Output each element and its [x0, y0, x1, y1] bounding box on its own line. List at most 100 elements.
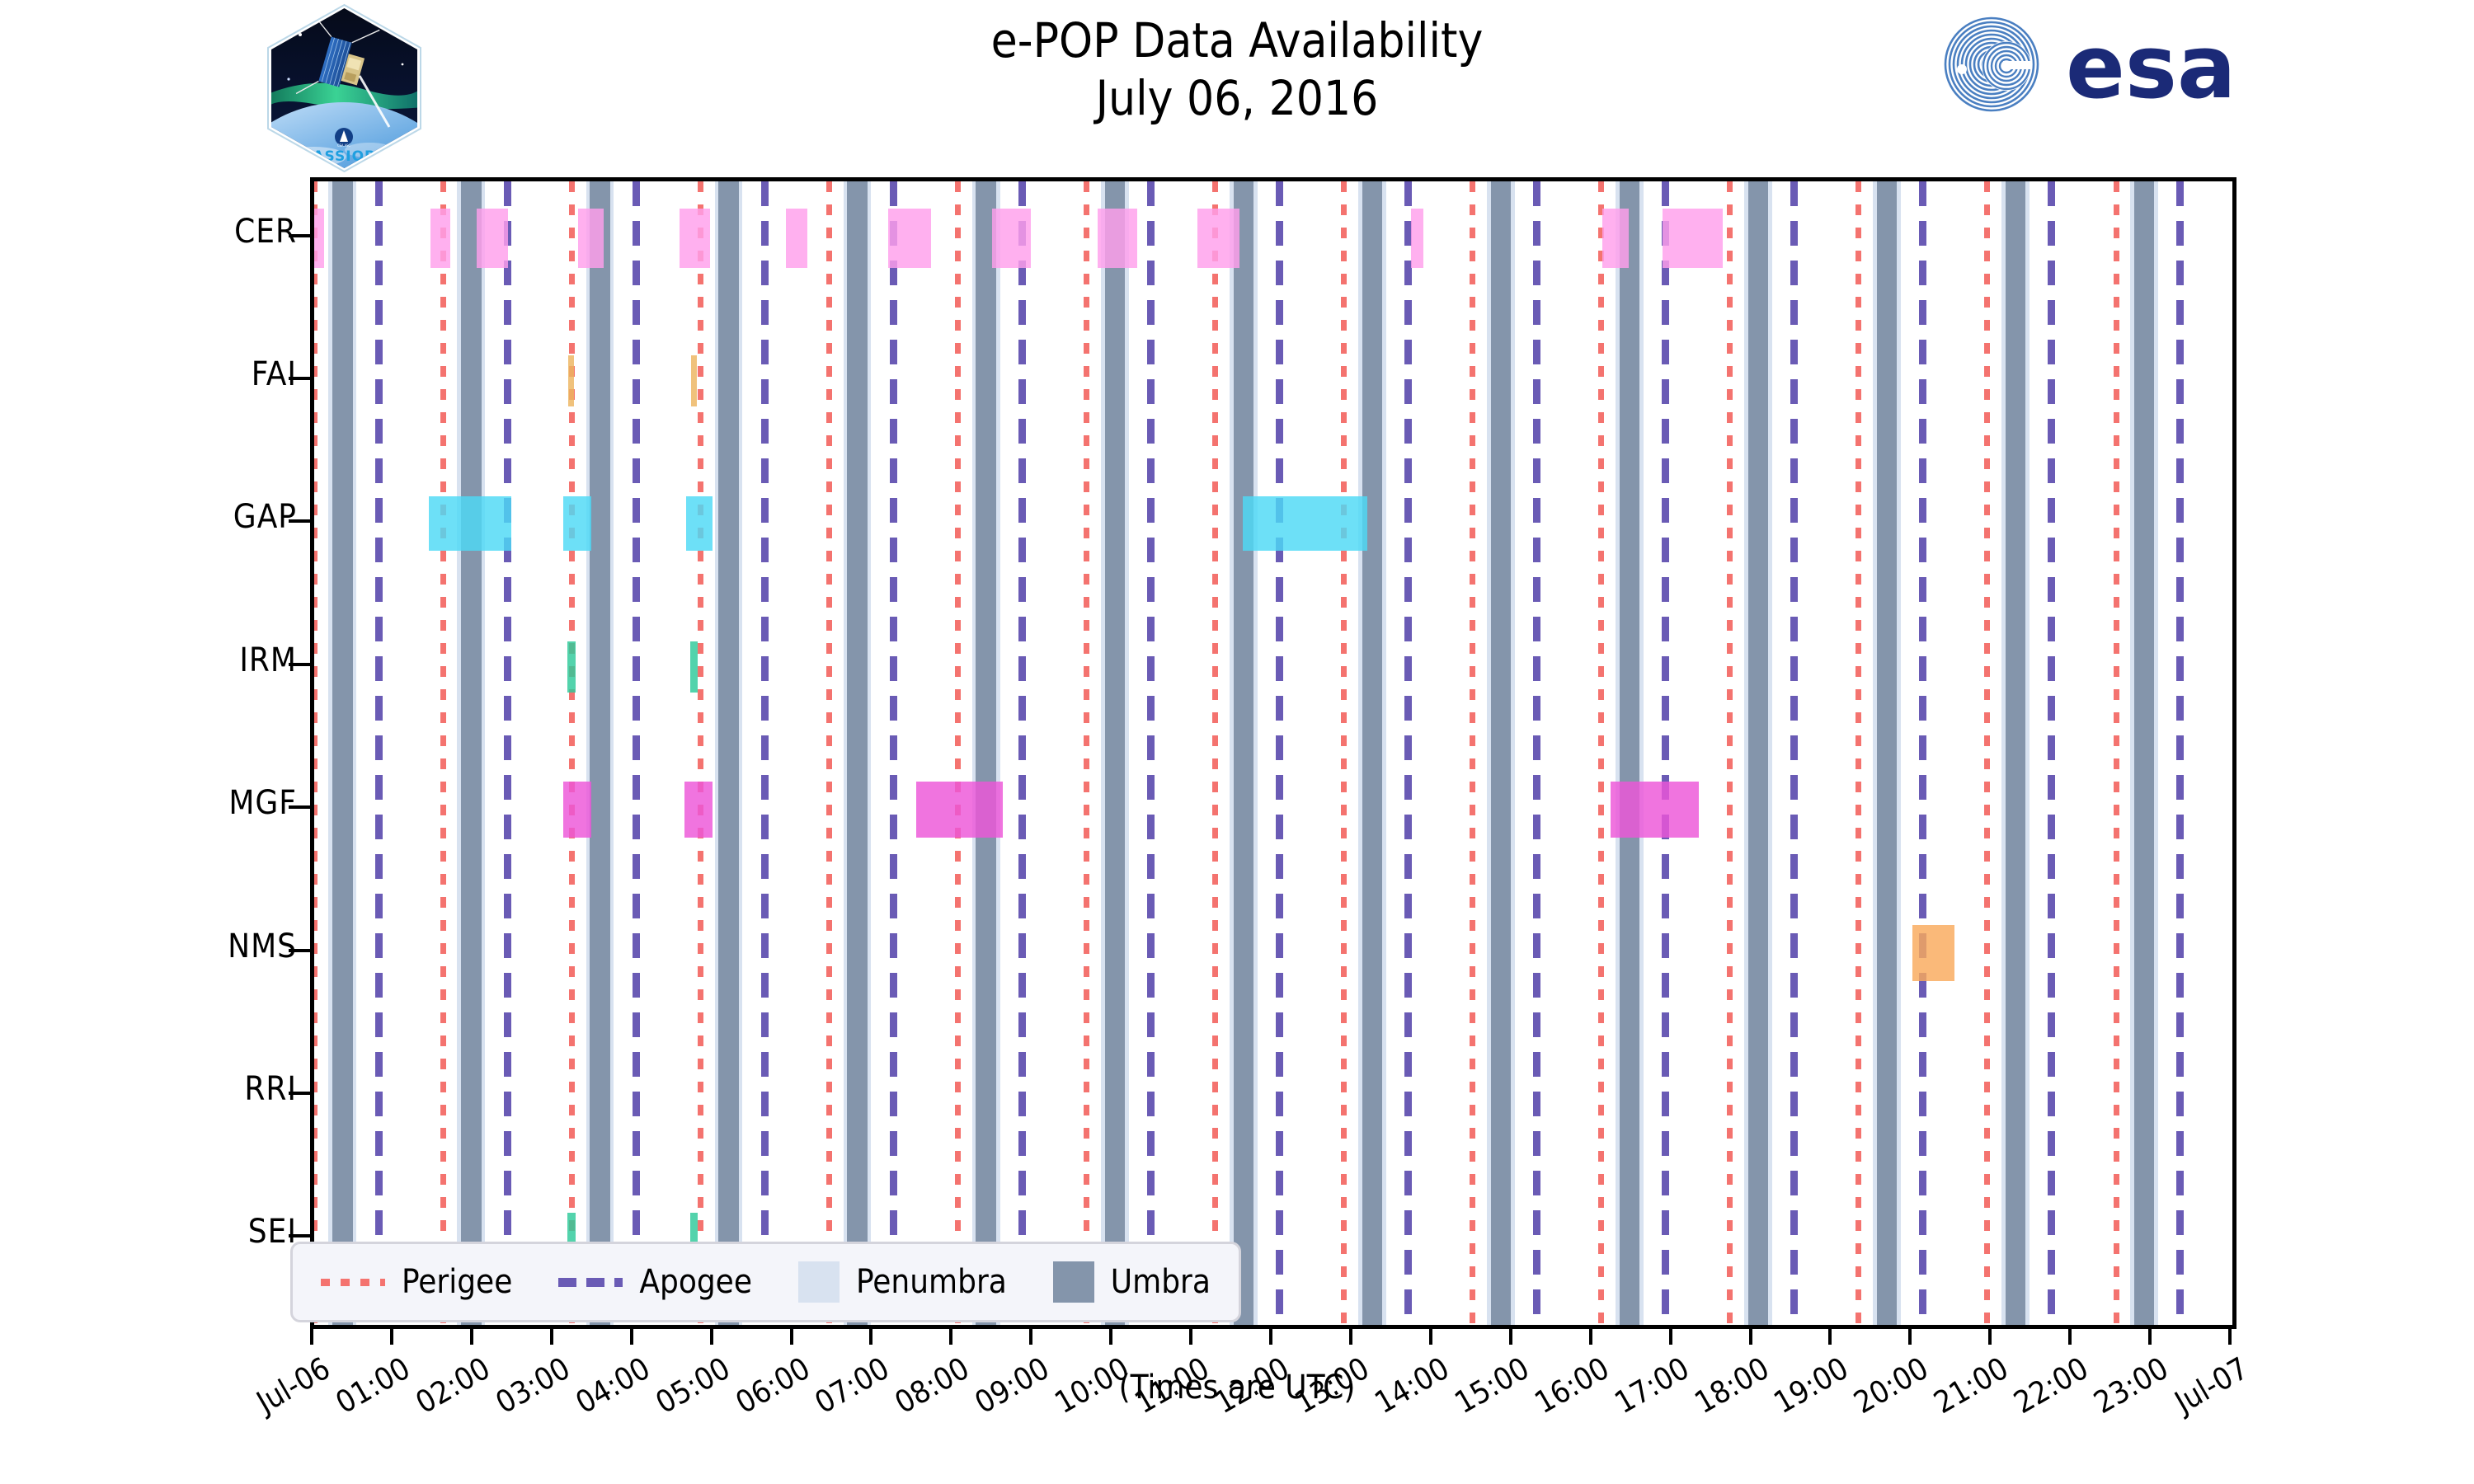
x-axis-caption: (Times are UTC) — [1118, 1369, 1356, 1407]
x-axis-tick — [709, 1325, 713, 1345]
y-axis-label-mgf: MGF — [228, 784, 297, 823]
perigee-line — [955, 181, 962, 1325]
umbra-band — [847, 181, 868, 1325]
legend-item-apogee: Apogee — [558, 1263, 752, 1301]
umbra-band — [1619, 181, 1639, 1325]
x-axis-tick — [310, 1325, 313, 1345]
perigee-line — [826, 181, 833, 1325]
data-bar-cer — [1410, 208, 1424, 268]
data-bar-gap — [428, 496, 512, 552]
data-bar-sei — [689, 1213, 698, 1265]
data-bar-cer — [430, 208, 450, 268]
umbra-band — [718, 181, 739, 1325]
esa-logo: esa — [1942, 15, 2305, 118]
data-bar-mgf — [915, 782, 1004, 838]
x-axis-tick — [389, 1325, 393, 1345]
y-axis-label-nms: NMS — [228, 927, 297, 965]
page-title: e-POP Data Availability July 06, 2016 — [660, 12, 1814, 127]
svg-text:esa: esa — [2066, 16, 2236, 114]
perigee-line — [1984, 181, 1991, 1325]
y-axis-tick — [289, 662, 310, 666]
x-axis-tick — [469, 1325, 473, 1345]
data-bar-mgf — [684, 782, 713, 838]
x-axis-tick — [1508, 1325, 1512, 1345]
umbra-band — [2133, 181, 2154, 1325]
legend-label: Apogee — [639, 1263, 752, 1301]
legend-swatch-penumbra — [797, 1261, 840, 1303]
x-axis-tick — [1189, 1325, 1193, 1345]
x-axis-tick — [1908, 1325, 1912, 1345]
data-bar-sei — [567, 1213, 576, 1265]
data-bar-irm — [567, 641, 576, 693]
data-bar-cer — [1662, 208, 1723, 268]
x-axis-tick — [1109, 1325, 1113, 1345]
perigee-line — [1341, 181, 1348, 1325]
perigee-line — [2113, 181, 2119, 1325]
y-axis-label-fai: FAI — [251, 355, 297, 394]
perigee-line — [1212, 181, 1219, 1325]
perigee-line — [569, 181, 576, 1325]
data-bar-gap — [1243, 496, 1368, 552]
y-axis-tick — [289, 948, 310, 952]
legend-item-penumbra: Penumbra — [797, 1261, 1007, 1303]
umbra-band — [1362, 181, 1382, 1325]
legend-label: Penumbra — [855, 1263, 1007, 1301]
data-bar-cer — [785, 208, 807, 268]
legend-label: Umbra — [1110, 1263, 1211, 1301]
data-bar-cer — [476, 208, 508, 268]
svg-text:CASSIOPE: CASSIOPE — [302, 148, 386, 165]
apogee-line — [632, 181, 640, 1325]
y-axis-label-gap: GAP — [233, 498, 297, 537]
legend-item-umbra: Umbra — [1052, 1261, 1211, 1303]
x-axis-tick — [1668, 1325, 1672, 1345]
perigee-line — [1084, 181, 1090, 1325]
x-axis-tick — [549, 1325, 553, 1345]
data-bar-fai — [568, 355, 575, 407]
umbra-band — [332, 181, 353, 1325]
availability-plot — [310, 177, 2236, 1329]
apogee-line — [1404, 181, 1412, 1325]
legend-line-apogee — [558, 1277, 623, 1287]
data-bar-cer — [679, 208, 710, 268]
y-axis-tick — [289, 233, 310, 237]
umbra-band — [590, 181, 610, 1325]
umbra-band — [1233, 181, 1253, 1325]
data-bar-irm — [689, 641, 698, 693]
perigee-line — [1470, 181, 1476, 1325]
y-axis-label-irm: IRM — [239, 641, 297, 679]
umbra-band — [1490, 181, 1511, 1325]
y-axis-tick — [289, 1234, 310, 1238]
data-bar-cer — [314, 208, 324, 268]
perigee-line — [1727, 181, 1733, 1325]
x-axis-tick — [1988, 1325, 1992, 1345]
legend-swatch-umbra — [1052, 1261, 1094, 1303]
data-bar-cer — [577, 208, 604, 268]
perigee-line — [440, 181, 447, 1325]
data-bar-cer — [1602, 208, 1630, 268]
svg-text:CSA ASC: CSA ASC — [337, 143, 350, 148]
y-axis-tick — [289, 805, 310, 810]
data-bar-gap — [563, 496, 592, 552]
umbra-band — [976, 181, 996, 1325]
x-axis-tick — [1428, 1325, 1432, 1345]
x-axis-tick — [1348, 1325, 1352, 1345]
perigee-line — [1856, 181, 1862, 1325]
x-axis-tick — [1269, 1325, 1272, 1345]
apogee-line — [760, 181, 769, 1325]
apogee-line — [503, 181, 511, 1325]
x-axis-tick — [2228, 1325, 2232, 1345]
data-bar-cer — [1197, 208, 1240, 268]
x-axis-tick — [629, 1325, 633, 1345]
x-axis-tick — [789, 1325, 793, 1345]
title-line-2: July 06, 2016 — [1095, 70, 1379, 126]
x-axis-tick — [949, 1325, 953, 1345]
data-bar-cer — [1097, 208, 1138, 268]
cassiope-logo: CSA ASC CASSIOPE — [264, 3, 425, 172]
y-axis-label-rri: RRI — [244, 1069, 297, 1108]
legend-line-perigee — [321, 1278, 385, 1286]
umbra-band — [2005, 181, 2025, 1325]
apogee-line — [1146, 181, 1155, 1325]
apogee-line — [1018, 181, 1026, 1325]
x-axis-tick — [1588, 1325, 1592, 1345]
